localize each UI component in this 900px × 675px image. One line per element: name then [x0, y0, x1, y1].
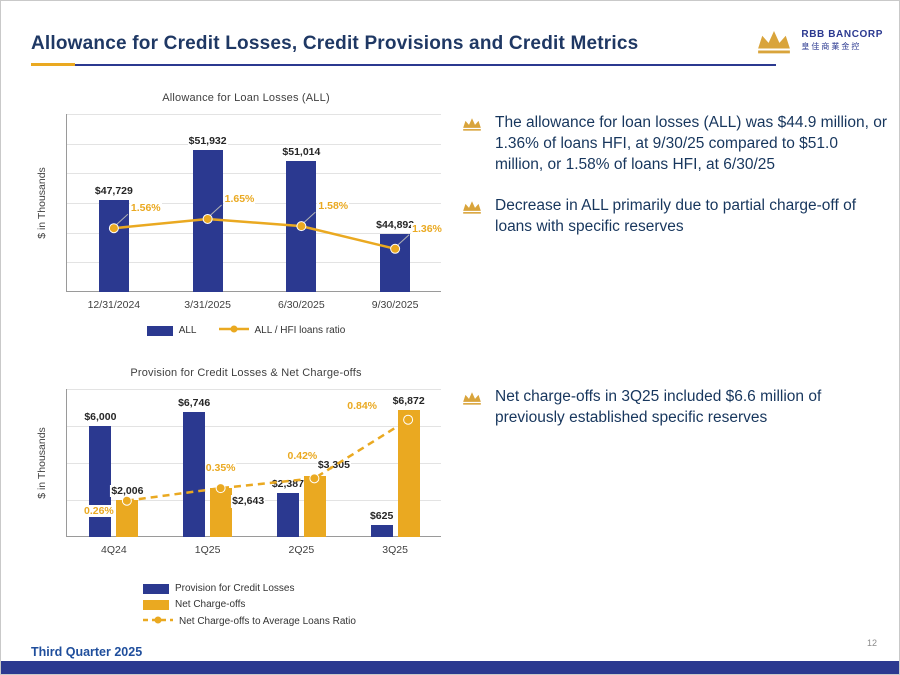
bar-net-charge-offs — [303, 475, 326, 537]
ratio-value-label: 0.42% — [286, 450, 319, 463]
x-axis-label: 6/30/2025 — [278, 299, 325, 311]
legend-label: Provision for Credit Losses — [175, 583, 295, 594]
bar-value-label: $6,746 — [177, 397, 212, 410]
legend-swatch — [146, 325, 173, 336]
legend-line-swatch — [218, 324, 249, 337]
bar-value-label: $51,932 — [187, 135, 228, 148]
plot-area: $6,000 $6,746 $2,387 $625 $2,006 $2,643 $3,305… — [66, 389, 441, 556]
title-underline — [31, 63, 776, 66]
legend-item: Net Charge-offs to Average Loans Ratio — [143, 615, 356, 628]
page-number: 12 — [866, 638, 877, 648]
plot-area: $47,729 $51,932 $51,014 $44,892 1.56% 1.65% 1.… — [66, 114, 443, 311]
footer-text: Third Quarter 2025 — [31, 645, 143, 659]
bar-value-label: $6,000 — [83, 411, 118, 424]
bullet-text: Net charge-offs in 3Q25 included $6.6 mi… — [495, 388, 822, 426]
bar-net-charge-offs — [397, 409, 420, 537]
title-underline-gold — [31, 63, 75, 66]
bar-value-label: $6,872 — [391, 394, 426, 408]
legend-swatch — [143, 599, 169, 610]
legend-item: Net Charge-offs — [143, 599, 245, 610]
bullet-text: The allowance for loan losses (ALL) was … — [495, 114, 887, 173]
crown-bullet-icon — [461, 116, 483, 176]
legend-item: ALL / HFI loans ratio — [218, 324, 346, 337]
legend-line-swatch — [143, 615, 173, 628]
rbb-bancorp-logo: RBB Bancorp 皇佳商業金控 — [754, 27, 883, 54]
bar-all — [380, 233, 411, 292]
ratio-value-label: 1.65% — [223, 192, 256, 206]
x-axis-label: 3/31/2025 — [184, 299, 231, 311]
crown-bullet-icon — [461, 390, 483, 429]
x-axis-label: 4Q24 — [101, 544, 127, 556]
bar-value-label: $625 — [368, 510, 395, 524]
gridline — [67, 262, 441, 264]
bullet-list-top: The allowance for loan losses (ALL) was … — [461, 113, 887, 258]
provision-chart: Provision for Credit Losses & Net Charge… — [31, 361, 461, 651]
legend-item: ALL — [146, 325, 197, 336]
bar-all — [98, 200, 129, 292]
bullet-text: Decrease in ALL primarily due to partial… — [495, 196, 856, 235]
gridline — [67, 143, 441, 145]
ratio-value-label: 0.35% — [204, 462, 237, 475]
gridline — [67, 232, 441, 234]
bar-net-charge-offs — [116, 499, 139, 537]
logo-subtext: 皇佳商業金控 — [801, 41, 862, 51]
x-axis-label: 3Q25 — [382, 544, 408, 556]
bar-value-label: $47,729 — [93, 185, 134, 198]
chart-title: Provision for Credit Losses & Net Charge… — [130, 367, 362, 379]
chart-title: Allowance for Loan Losses (ALL) — [162, 92, 330, 104]
title-underline-navy — [75, 63, 776, 66]
gridline — [67, 389, 441, 390]
x-axis-label: 1Q25 — [194, 544, 221, 556]
bar-value-label: $44,892 — [375, 218, 416, 232]
ratio-line — [121, 414, 414, 506]
legend-label: ALL — [178, 325, 197, 336]
bullet-item: Net charge-offs in 3Q25 included $6.6 mi… — [461, 387, 887, 429]
crown-logo-icon — [758, 30, 791, 54]
ratio-line — [108, 204, 410, 254]
crown-bullet-icon — [461, 199, 483, 238]
bar-provision-for-credit-losses — [183, 412, 206, 537]
x-axis-label: 2Q25 — [288, 544, 315, 556]
page-title: Allowance for Credit Losses, Credit Prov… — [31, 33, 639, 54]
y-axis-label: $ in Thousands — [36, 167, 48, 239]
allowance-chart: Allowance for Loan Losses (ALL) $ in Tho… — [31, 86, 461, 354]
x-axis-label: 9/30/2025 — [371, 299, 419, 311]
gridline — [67, 173, 441, 175]
bullet-item: The allowance for loan losses (ALL) was … — [461, 113, 887, 176]
bar-net-charge-offs — [210, 488, 233, 537]
gridline — [67, 426, 441, 427]
ratio-value-label: 1.58% — [317, 200, 350, 213]
bar-value-label: $2,643 — [231, 495, 266, 508]
gridline — [67, 463, 441, 464]
legend-label: ALL / HFI loans ratio — [254, 325, 346, 336]
legend-label: Net Charge-offs — [175, 599, 246, 610]
legend-label: Net Charge-offs to Average Loans Ratio — [179, 616, 356, 627]
bullet-item: Decrease in ALL primarily due to partial… — [461, 196, 887, 238]
ratio-value-label: 0.26% — [82, 504, 115, 518]
x-axis-label: 12/31/2024 — [87, 299, 141, 311]
chart-legend: ALL ALL / HFI loans ratio — [31, 324, 461, 337]
ratio-value-label: 1.36% — [411, 222, 443, 236]
bar-value-label: $2,006 — [110, 484, 145, 498]
bar-provision-for-credit-losses — [370, 525, 393, 537]
bar-value-label: $51,014 — [281, 146, 322, 159]
bottom-accent-bar — [1, 661, 899, 674]
y-axis-label: $ in Thousands — [36, 427, 48, 499]
legend-item: Provision for Credit Losses — [143, 583, 295, 594]
bar-provision-for-credit-losses — [276, 492, 299, 537]
logo-name: RBB Bancorp — [801, 29, 883, 41]
ratio-value-label: 1.56% — [129, 202, 162, 215]
gridline — [67, 114, 441, 115]
bullet-list-bottom: Net charge-offs in 3Q25 included $6.6 mi… — [461, 387, 887, 449]
ratio-value-label: 0.84% — [346, 399, 379, 413]
legend-swatch — [143, 583, 169, 594]
chart-legend: Provision for Credit Losses Net Charge-of… — [143, 583, 356, 628]
